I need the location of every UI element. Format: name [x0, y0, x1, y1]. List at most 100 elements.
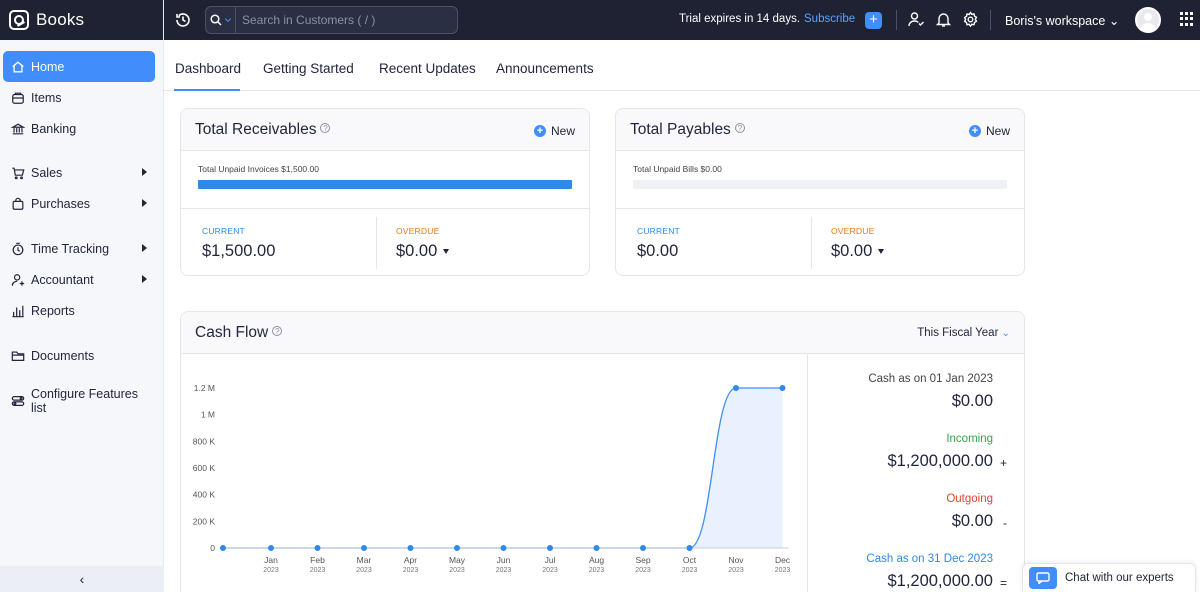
x-tick-label: Sep — [635, 555, 650, 565]
card-header: Cash Flow? This Fiscal Year ⌄ — [181, 312, 1024, 354]
subscribe-link[interactable]: Subscribe — [804, 13, 856, 25]
tab-recent-updates[interactable]: Recent Updates — [379, 61, 476, 76]
sidebar-item-label: Time Tracking — [31, 241, 110, 256]
sidebar-item-reports[interactable]: Reports — [3, 295, 155, 326]
notifications-bell-icon[interactable] — [935, 11, 952, 28]
card-header: Total Payables? + New — [616, 109, 1024, 151]
data-point — [268, 545, 274, 551]
closing-amount: $1,200,000.00 — [887, 572, 993, 590]
settings-gear-icon[interactable] — [962, 11, 979, 28]
x-tick-year: 2023 — [589, 567, 605, 574]
plus-circle-icon: + — [533, 125, 546, 137]
referral-icon[interactable] — [908, 11, 925, 28]
sidebar-item-accountant[interactable]: Accountant — [3, 264, 155, 295]
sidebar-item-time-tracking[interactable]: Time Tracking — [3, 233, 155, 264]
card-header: Total Receivables? + New — [181, 109, 589, 151]
sidebar-item-banking[interactable]: Banking — [3, 113, 155, 144]
plus-operator: + — [999, 456, 1007, 470]
books-logo-icon — [9, 10, 29, 30]
x-tick-label: Jan — [264, 555, 278, 565]
unpaid-total: Total Unpaid Invoices $1,500.00 — [198, 164, 319, 174]
card-title: Total Receivables? — [195, 121, 331, 139]
sidebar-item-configure-features[interactable]: Configure Features list — [3, 385, 155, 416]
app-grid-icon[interactable] — [1180, 12, 1194, 26]
sidebar-item-home[interactable]: Home — [3, 51, 155, 82]
x-tick-year: 2023 — [635, 567, 651, 574]
help-icon[interactable]: ? — [320, 122, 331, 133]
y-tick-label: 200 K — [193, 516, 216, 526]
help-icon[interactable]: ? — [734, 122, 745, 133]
user-avatar[interactable] — [1135, 7, 1161, 33]
card-title: Total Payables? — [630, 121, 745, 139]
quick-create-button[interactable]: + — [865, 12, 882, 29]
sidebar-item-label: Reports — [31, 303, 75, 318]
x-tick-year: 2023 — [403, 567, 419, 574]
divider — [616, 208, 1024, 209]
x-tick-label: Oct — [683, 555, 697, 565]
overdue-amount-dropdown[interactable]: $0.00 — [396, 242, 450, 261]
period-dropdown[interactable]: This Fiscal Year ⌄ — [917, 327, 1010, 339]
equals-operator: = — [999, 576, 1007, 590]
start-point — [220, 545, 226, 551]
sidebar-item-sales[interactable]: Sales — [3, 157, 155, 188]
closing-label: Cash as on 31 Dec 2023 — [866, 553, 993, 565]
cart-icon — [11, 166, 25, 180]
new-bill-button[interactable]: + New — [968, 124, 1010, 138]
dashboard-tabs: Dashboard Getting Started Recent Updates… — [164, 40, 1200, 91]
overdue-amount-dropdown[interactable]: $0.00 — [831, 242, 885, 261]
sidebar-item-label: Home — [31, 59, 65, 74]
data-point — [686, 545, 693, 551]
x-tick-year: 2023 — [775, 567, 791, 574]
search-bar[interactable] — [205, 6, 458, 34]
x-tick-label: Dec — [775, 555, 791, 565]
sidebar-item-documents[interactable]: Documents — [3, 340, 155, 371]
topbar: Trial expires in 14 days. Subscribe + Bo… — [164, 0, 1200, 40]
payables-progress — [633, 180, 1007, 189]
sidebar-item-purchases[interactable]: Purchases — [3, 188, 155, 219]
tab-announcements[interactable]: Announcements — [496, 61, 594, 76]
x-tick-label: Nov — [728, 555, 744, 565]
x-tick-year: 2023 — [356, 567, 372, 574]
configure-icon — [11, 394, 25, 408]
search-input[interactable] — [236, 13, 446, 27]
new-invoice-button[interactable]: + New — [533, 124, 575, 138]
caret-down-icon — [443, 249, 450, 255]
data-point — [779, 385, 786, 391]
y-tick-label: 1 M — [201, 410, 215, 420]
current-amount[interactable]: $1,500.00 — [202, 242, 276, 260]
workspace-name: Boris's workspace — [1005, 14, 1106, 28]
sidebar-item-items[interactable]: Items — [3, 82, 155, 113]
tab-dashboard[interactable]: Dashboard — [175, 61, 242, 76]
outgoing-amount: $0.00 — [951, 512, 993, 530]
help-icon[interactable]: ? — [272, 325, 283, 336]
chevron-down-icon: ⌄ — [1001, 328, 1010, 339]
tab-getting-started[interactable]: Getting Started — [263, 61, 354, 76]
series-line — [222, 387, 783, 549]
sidebar-item-label: Configure Features list — [31, 386, 139, 415]
chevron-down-icon: ⌄ — [1108, 14, 1120, 28]
workspace-switcher[interactable]: Boris's workspace ⌄ — [1005, 13, 1119, 28]
card-title: Cash Flow? — [195, 324, 283, 342]
data-point — [733, 385, 739, 391]
recent-history-icon[interactable] — [174, 11, 192, 29]
unpaid-total: Total Unpaid Bills $0.00 — [633, 164, 722, 174]
sidebar-item-label: Sales — [31, 165, 63, 180]
divider — [811, 217, 812, 269]
caret-right-icon — [142, 244, 147, 252]
chat-with-experts-button[interactable]: Chat with our experts — [1022, 563, 1196, 592]
collapse-sidebar-button[interactable]: ‹ — [0, 566, 164, 592]
accountant-icon — [11, 273, 25, 287]
minus-operator: - — [1003, 516, 1007, 530]
search-scope-button[interactable] — [206, 6, 236, 34]
caret-right-icon — [142, 168, 147, 176]
cashflow-chart: 0 200 K 400 K 600 K 800 K 1 M 1.2 M Jan 2023 Feb 2… — [193, 383, 791, 574]
brand[interactable]: Books — [0, 0, 163, 40]
x-tick-year: 2023 — [449, 567, 465, 574]
current-label: CURRENT — [637, 226, 680, 236]
current-amount[interactable]: $0.00 — [637, 242, 679, 260]
overdue-label: OVERDUE — [396, 226, 440, 236]
x-tick-label: Feb — [310, 555, 325, 565]
data-point — [500, 545, 507, 551]
sidebar-item-label: Documents — [31, 348, 95, 363]
current-label: CURRENT — [202, 226, 245, 236]
